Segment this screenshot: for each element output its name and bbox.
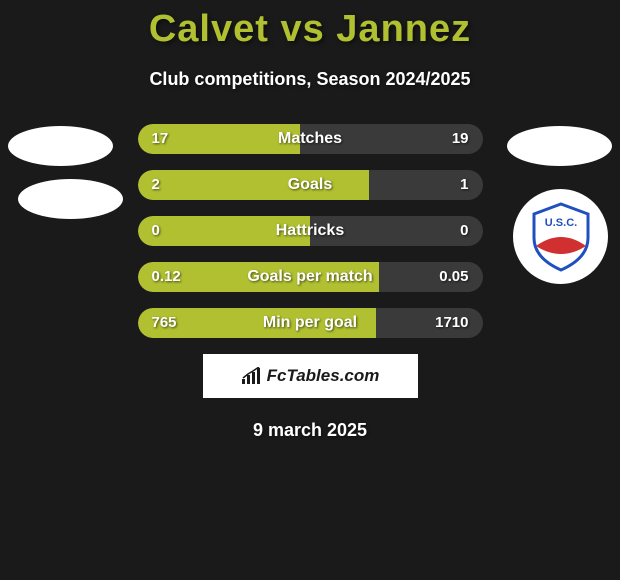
stat-value-right: 0.05 bbox=[439, 262, 468, 292]
player-right-avatar bbox=[507, 126, 612, 166]
chart-icon bbox=[241, 367, 263, 385]
stat-label: Goals per match bbox=[138, 262, 483, 292]
svg-text:U.S.C.: U.S.C. bbox=[544, 217, 576, 229]
stat-value-right: 0 bbox=[460, 216, 468, 246]
stat-row: 0Hattricks0 bbox=[138, 216, 483, 246]
date-label: 9 march 2025 bbox=[0, 420, 620, 441]
stat-value-right: 1 bbox=[460, 170, 468, 200]
stat-value-right: 1710 bbox=[435, 308, 468, 338]
stat-value-right: 19 bbox=[452, 124, 469, 154]
stat-label: Hattricks bbox=[138, 216, 483, 246]
stat-row: 17Matches19 bbox=[138, 124, 483, 154]
player-left-avatar-2 bbox=[18, 179, 123, 219]
comparison-area: U.S.C. 17Matches19 2Goals1 0Hattricks0 0.12… bbox=[0, 124, 620, 441]
brand-badge: FcTables.com bbox=[203, 354, 418, 398]
subtitle: Club competitions, Season 2024/2025 bbox=[0, 69, 620, 90]
stat-row: 0.12Goals per match0.05 bbox=[138, 262, 483, 292]
stat-label: Goals bbox=[138, 170, 483, 200]
club-badge-icon: U.S.C. bbox=[513, 189, 608, 284]
page-title: Calvet vs Jannez bbox=[0, 0, 620, 51]
stat-label: Min per goal bbox=[138, 308, 483, 338]
player-left-avatar bbox=[8, 126, 113, 166]
stat-label: Matches bbox=[138, 124, 483, 154]
stat-row: 765Min per goal1710 bbox=[138, 308, 483, 338]
stats-bars: 17Matches19 2Goals1 0Hattricks0 0.12Goals p… bbox=[138, 124, 483, 338]
stat-row: 2Goals1 bbox=[138, 170, 483, 200]
brand-text: FcTables.com bbox=[267, 366, 380, 386]
